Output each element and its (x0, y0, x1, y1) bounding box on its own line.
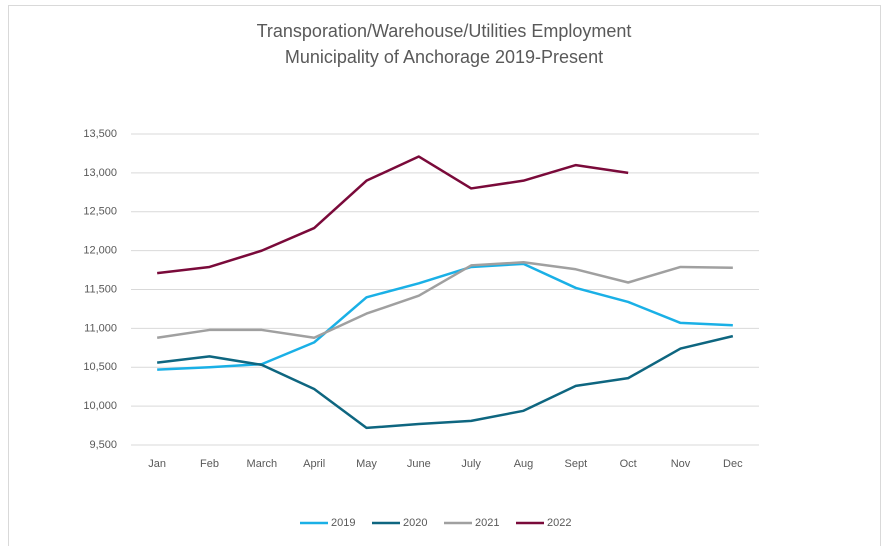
legend-label: 2020 (403, 517, 427, 529)
x-tick-label: March (247, 458, 278, 470)
x-tick-label: May (356, 458, 377, 470)
chart-border (8, 5, 881, 546)
y-tick-label: 12,000 (83, 245, 117, 257)
x-tick-label: July (461, 458, 481, 470)
legend-label: 2021 (475, 517, 499, 529)
series-line (156, 261, 733, 339)
x-tick-label: Feb (200, 458, 219, 470)
x-tick-label: Oct (620, 458, 637, 470)
y-tick-label: 11,500 (84, 283, 117, 295)
series-line (157, 334, 734, 430)
x-tick-label: Dec (723, 458, 743, 470)
series-line (157, 155, 629, 275)
y-tick-label: 12,500 (83, 206, 117, 218)
legend-label: 2022 (547, 517, 571, 529)
x-tick-label: June (407, 458, 431, 470)
chart-subtitle: Municipality of Anchorage 2019-Present (285, 47, 603, 67)
y-tick-label: 10,500 (83, 361, 117, 373)
x-tick-label: Nov (671, 458, 691, 470)
y-tick-label: 10,000 (83, 400, 117, 412)
y-tick-label: 13,000 (83, 167, 117, 179)
y-tick-label: 11,000 (84, 322, 117, 334)
y-tick-label: 9,500 (89, 439, 117, 451)
x-tick-label: Sept (565, 458, 588, 470)
x-tick-label: April (303, 458, 325, 470)
chart-title: Transporation/Warehouse/Utilities Employ… (257, 21, 632, 41)
x-tick-label: Aug (514, 458, 534, 470)
legend-label: 2019 (331, 517, 355, 529)
y-tick-label: 13,500 (83, 128, 117, 140)
x-tick-label: Jan (148, 458, 166, 470)
